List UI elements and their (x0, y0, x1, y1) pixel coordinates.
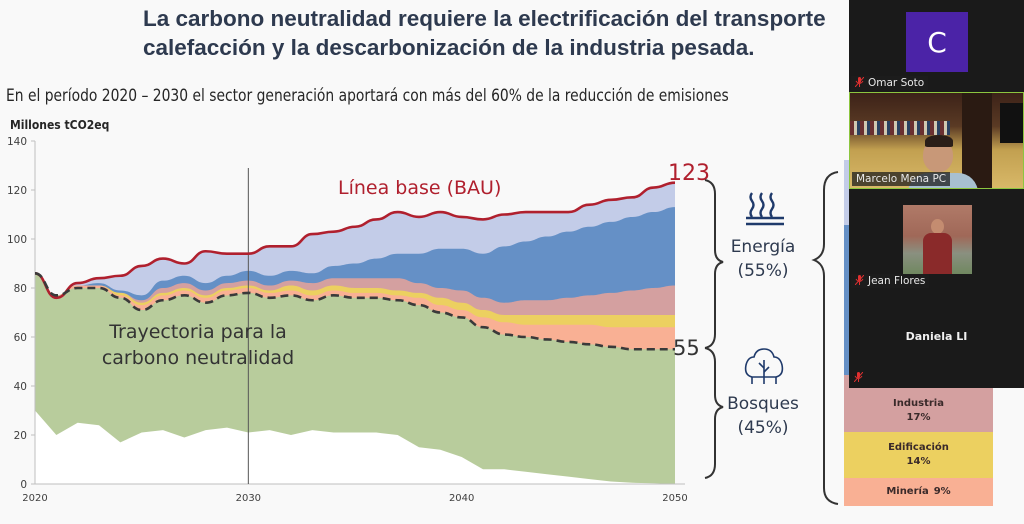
participant-name: Jean Flores (868, 275, 926, 287)
buildings-label: Edificación (888, 442, 949, 453)
heat-icon (746, 192, 784, 226)
category-energy-share: (55%) (737, 261, 789, 281)
participant-tile-omar[interactable]: Omar Soto (851, 76, 929, 90)
x-tick-label: 2030 (236, 493, 261, 504)
door (962, 93, 992, 188)
area-trayectoria (35, 273, 675, 484)
y-tick-label: 100 (7, 234, 27, 246)
y-tick-label: 40 (14, 381, 27, 393)
participant-photo-jean[interactable] (903, 205, 972, 274)
person-hair (925, 135, 953, 147)
y-tick-label: 60 (14, 332, 27, 344)
y-tick-label: 20 (14, 430, 27, 442)
area-sink-lower-boundary (35, 410, 675, 484)
slide-title: La carbono neutralidad requiere la elect… (143, 4, 863, 62)
bau-line (34, 181, 676, 300)
title-line-2: calefacción y la descarbonización de la … (143, 35, 755, 60)
mic-muted-icon (855, 275, 864, 285)
mic-muted-icon (855, 77, 864, 87)
trees-icon (744, 348, 784, 384)
participant-tile-daniela[interactable]: Daniela LI (905, 330, 968, 343)
participant-name-marcelo: Marcelo Mena PC (852, 172, 951, 186)
bau-label: Línea base (BAU) (338, 177, 501, 199)
buildings-share: 14% (906, 456, 931, 467)
y-tick-label: 140 (7, 136, 27, 148)
line-layer (34, 168, 676, 484)
x-tick-label: 2050 (662, 493, 687, 504)
y-tick-label: 0 (20, 479, 27, 491)
mining-label: Minería (886, 486, 929, 497)
category-forests: Bosques (45%) (722, 392, 804, 440)
trajectory-label-line1: Trayectoria para la (108, 321, 287, 343)
category-forests-share: (45%) (737, 418, 789, 438)
title-line-1: La carbono neutralidad requiere la elect… (143, 6, 826, 31)
avatar-omar[interactable]: C (906, 12, 968, 72)
category-energy-name: Energía (730, 237, 796, 257)
total-brace (811, 171, 839, 505)
y-tick-label: 80 (14, 283, 27, 295)
y-axis-unit-label: Millones tCO2eq (10, 118, 110, 132)
mic-muted-icon (854, 372, 863, 382)
photo-face (931, 219, 944, 234)
mining-share: 9% (933, 486, 951, 497)
category-energy: Energía (55%) (722, 235, 804, 283)
label-layer: Línea base (BAU) Trayectoria para la carbo… (102, 161, 710, 369)
video-tile-marcelo[interactable]: Marcelo Mena PC (849, 92, 1024, 189)
participant-tile-jean[interactable]: Jean Flores (851, 274, 930, 288)
trajectory-label-line2: carbono neutralidad (102, 347, 294, 369)
tv (1000, 103, 1023, 143)
bookshelf (850, 121, 950, 135)
x-tick-label: 2040 (449, 493, 474, 504)
x-tick-label: 2020 (22, 493, 47, 504)
sector-bar-buildings: Edificación 14% (844, 432, 993, 478)
area-layer (35, 182, 675, 484)
category-forests-name: Bosques (727, 394, 799, 414)
slide-subtitle: En el período 2020 – 2030 el sector gene… (6, 86, 729, 105)
participant-name: Omar Soto (868, 77, 925, 89)
energy-brace (704, 179, 724, 349)
y-tick-label: 120 (7, 185, 27, 197)
forest-brace (704, 347, 724, 479)
target-end-value: 55 (673, 336, 700, 360)
industry-share: 17% (906, 411, 931, 423)
industry-label: Industria (893, 397, 944, 409)
video-call-panel: C Omar Soto Marcelo Mena PC Jean Flores … (849, 0, 1024, 388)
sector-bar-mining: Minería 9% (844, 478, 993, 506)
bau-end-value: 123 (668, 161, 710, 186)
photo-shirt (923, 233, 952, 274)
